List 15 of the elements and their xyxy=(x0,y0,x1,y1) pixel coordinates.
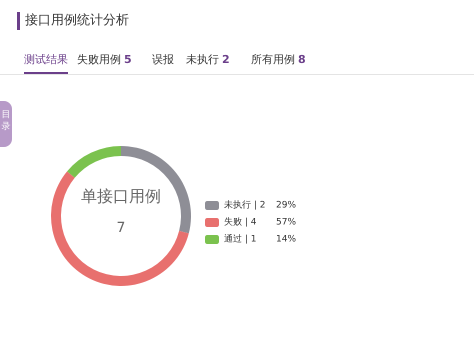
chart-title: 接口用例统计分析 xyxy=(17,12,129,30)
data-label: 29% xyxy=(276,200,296,210)
legend-label: 失败 | 4 xyxy=(224,216,257,228)
text: 失败用例 5 xyxy=(77,52,132,68)
text: 误报 xyxy=(152,52,174,68)
text: 7 xyxy=(116,220,126,236)
text: 未执行 2 xyxy=(186,52,230,68)
text: 测试结果 xyxy=(24,52,68,74)
data-label: 14% xyxy=(276,234,296,244)
data-label: 57% xyxy=(276,218,296,228)
text: 所有用例 8 xyxy=(251,52,306,68)
text: 单接口用例 xyxy=(81,186,161,206)
text: 目录 xyxy=(0,101,12,147)
legend-label: 未执行 | 2 xyxy=(224,200,266,210)
legend-label: 通过 | 1 xyxy=(224,234,256,244)
